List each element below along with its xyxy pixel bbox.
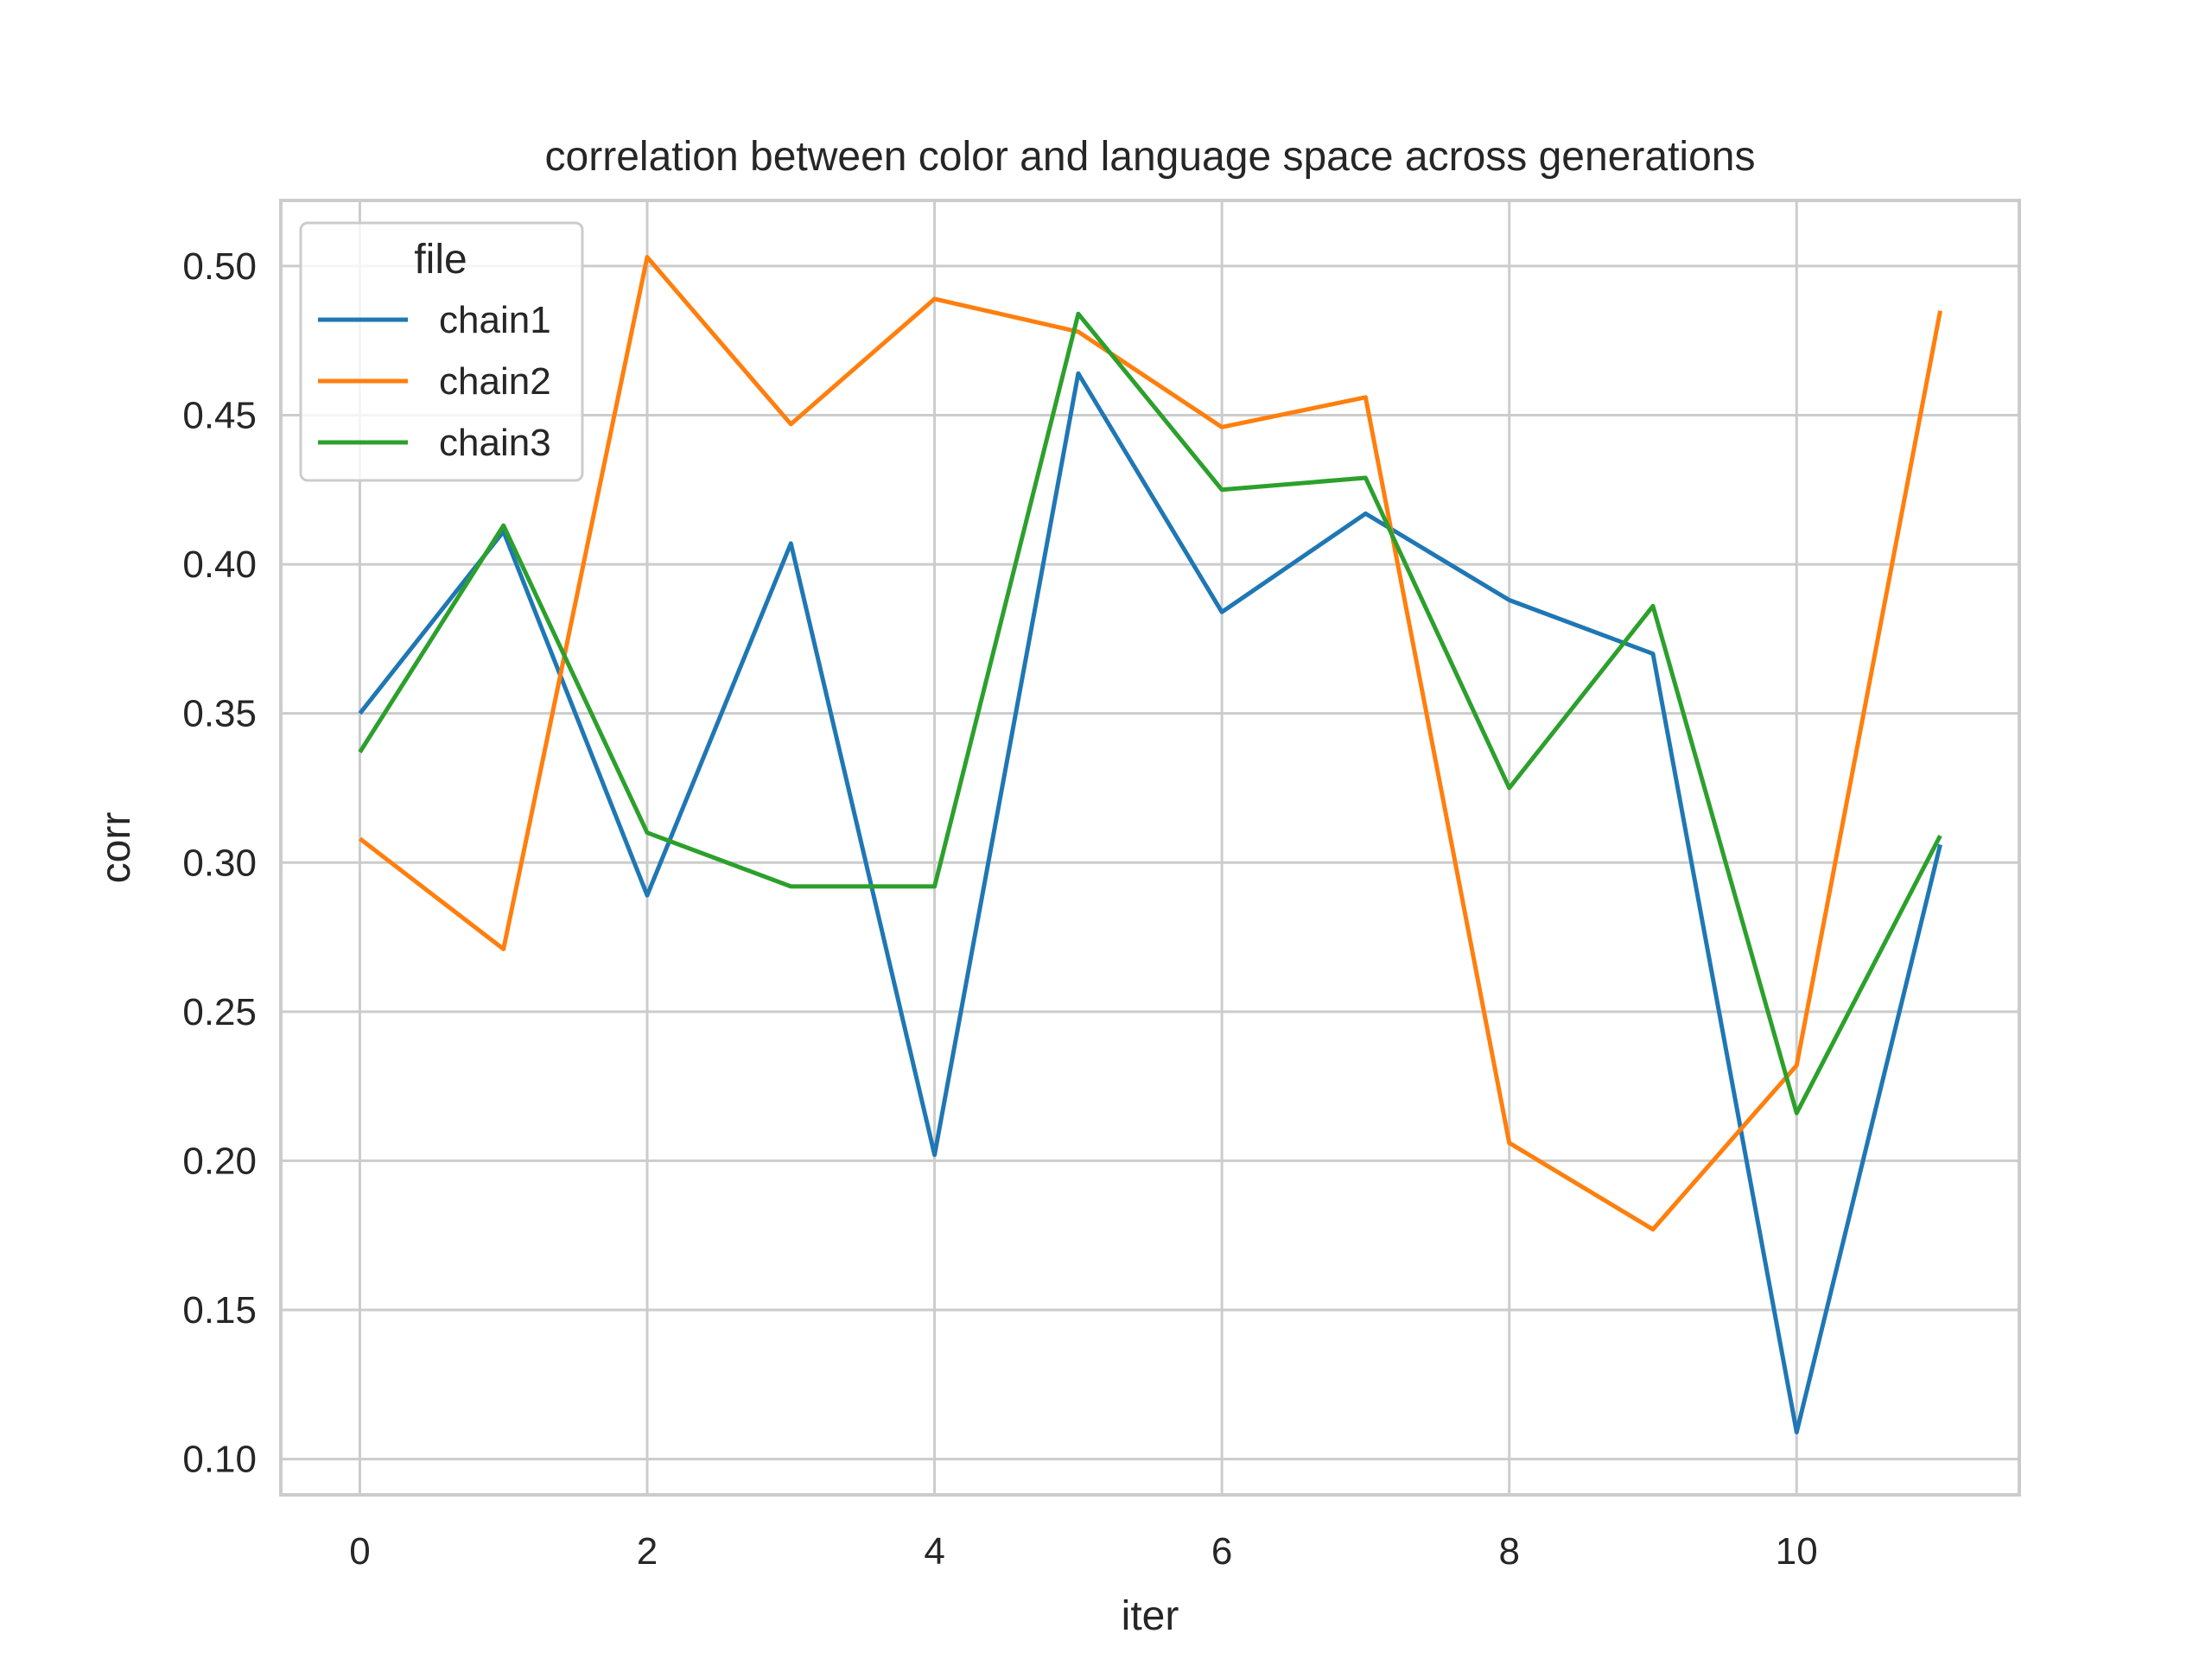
y-tick-label: 0.25 [182, 991, 257, 1033]
y-tick-label: 0.50 [182, 245, 257, 288]
y-tick-label: 0.20 [182, 1140, 257, 1182]
x-tick-label: 8 [1498, 1530, 1519, 1573]
grid [281, 200, 2019, 1495]
x-tick-label: 10 [1776, 1530, 1818, 1573]
chart-title: correlation between color and language s… [545, 134, 1756, 180]
x-tick-label: 4 [924, 1530, 944, 1573]
x-tick-label: 0 [349, 1530, 370, 1573]
y-tick-label: 0.10 [182, 1439, 257, 1481]
y-tick-label: 0.40 [182, 543, 257, 586]
series-line-chain1 [358, 371, 1942, 1434]
legend-title: file [414, 237, 467, 283]
y-tick-label: 0.45 [182, 395, 257, 437]
x-tick-label: 2 [637, 1530, 658, 1573]
y-tick-label: 0.30 [182, 842, 257, 884]
legend-items: chain1 chain2 chain3 [318, 299, 551, 464]
legend-label-chain2: chain2 [439, 360, 551, 403]
y-tick-label: 0.35 [182, 693, 257, 735]
series-line-chain3 [358, 311, 1942, 1116]
x-tick-label: 6 [1211, 1530, 1232, 1573]
plot-area-frame [279, 199, 2021, 1497]
x-axis-label: iter [1122, 1593, 1179, 1639]
legend-label-chain3: chain3 [439, 422, 551, 464]
legend-box [299, 221, 584, 482]
y-axis-label: corr [93, 812, 139, 884]
tick-labels: 0 2 4 6 8 10 0.10 0.15 0.20 0.25 0.30 0.35 0.40 0.45 0… [182, 245, 1817, 1573]
y-tick-label: 0.15 [182, 1289, 257, 1332]
series-lines [358, 255, 1942, 1434]
legend: file chain1 chain2 chain3 [299, 221, 584, 482]
legend-label-chain1: chain1 [439, 299, 551, 341]
series-line-chain2 [358, 255, 1942, 1232]
